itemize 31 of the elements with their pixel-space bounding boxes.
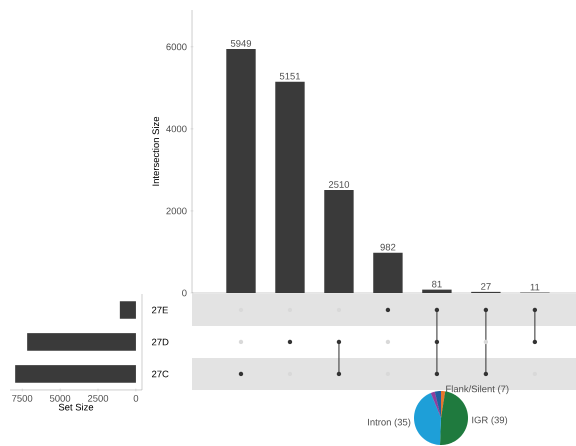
- bar: [120, 301, 136, 319]
- data-label: 11: [530, 284, 540, 290]
- x-tick-label: 2500: [88, 395, 108, 402]
- x-axis-title: Set Size: [58, 404, 94, 410]
- y-tick-label: 27D: [152, 338, 168, 346]
- data-label: 5151: [280, 72, 300, 80]
- data-label: 2510: [328, 181, 350, 188]
- data-label: 27: [481, 283, 491, 290]
- y-axis-title: Intersection Size: [152, 116, 160, 186]
- bar: [422, 290, 452, 293]
- bar: [15, 365, 136, 383]
- bar: [324, 190, 354, 293]
- bar: [27, 333, 136, 351]
- data-label: 5949: [230, 40, 252, 47]
- slice-label: Intron (35): [368, 418, 410, 428]
- slice-label: Flank/Silent (7): [446, 385, 508, 394]
- y-tick-label: 27C: [152, 370, 169, 378]
- y-tick-label: 4000: [166, 126, 187, 132]
- x-tick-label: 7500: [12, 395, 32, 402]
- x-tick-label: 5000: [50, 395, 70, 402]
- bar: [373, 252, 403, 293]
- y-tick-label: 2000: [166, 208, 187, 214]
- y-tick-label: 6000: [166, 44, 187, 50]
- y-tick-label: 0: [182, 290, 187, 296]
- data-label: 982: [380, 244, 396, 251]
- slice-label: IGR (39): [472, 416, 508, 426]
- bar: [275, 82, 305, 293]
- data-label: 81: [432, 280, 442, 288]
- x-tick-label: 0: [134, 395, 138, 402]
- bar: [226, 48, 256, 293]
- y-tick-label: 27E: [152, 306, 168, 314]
